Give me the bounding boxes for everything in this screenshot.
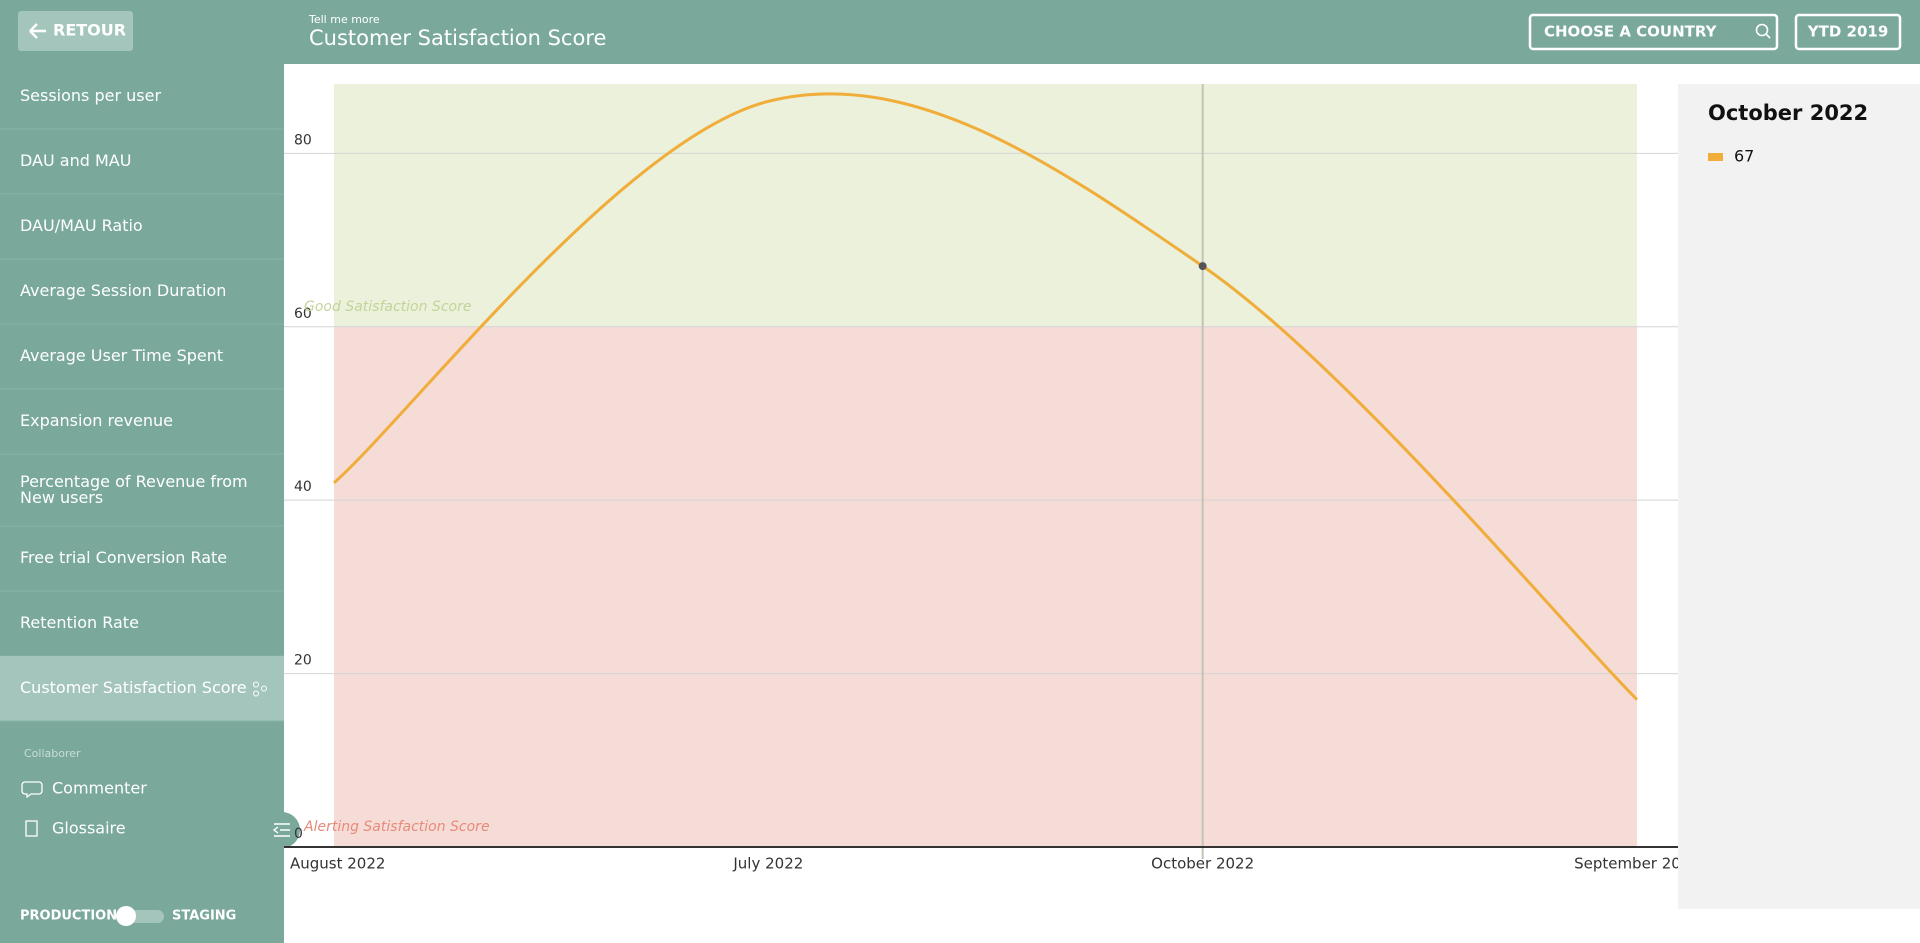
sidebar [0, 0, 284, 943]
menu-item-label: Average User Time Spent [20, 346, 223, 365]
menu-item-active [0, 656, 284, 721]
band [334, 84, 1637, 327]
y-tick-label: 0 [294, 826, 303, 842]
label-line: New users [20, 488, 103, 507]
menu-item[interactable]: Sessions per user [0, 86, 284, 130]
tooltip-value: 67 [1734, 147, 1754, 166]
period-box [1794, 13, 1902, 51]
search-icon-handle [1765, 33, 1771, 39]
toggle-knob [116, 906, 136, 926]
search-placeholder: CHOOSE A COUNTRY [1544, 23, 1718, 41]
header-subtitle: Tell me more [308, 13, 380, 26]
back-button-bg [18, 11, 133, 51]
menu-item-label: Expansion revenue [20, 411, 173, 430]
menu-item[interactable]: DAU and MAU [0, 151, 284, 195]
share-icon [261, 685, 267, 692]
menu-item-label: DAU and MAU [20, 151, 131, 170]
hover-point [1198, 262, 1207, 271]
collapse-icon [272, 823, 290, 837]
tooltip-title: October 2022 [1708, 101, 1868, 125]
menu-item[interactable]: Free trial Conversion Rate [0, 548, 284, 592]
x-tick-label: September 2022 [1574, 855, 1700, 873]
glossary-link[interactable]: Glossaire [25, 819, 126, 838]
collapse-button[interactable] [264, 812, 300, 848]
link-label: Commenter [52, 779, 147, 798]
label-line: Percentage of Revenue from [20, 472, 248, 491]
share-icon [253, 681, 259, 688]
search-box [1528, 13, 1779, 51]
menu-item-label: Retention Rate [20, 613, 139, 632]
y-tick-label: 80 [294, 132, 312, 148]
env-left: PRODUCTION [20, 909, 117, 924]
link-label: Glossaire [52, 819, 126, 838]
collaborate-label: Collaborer [24, 747, 81, 760]
menu-item[interactable]: Percentage of Revenue from New users [0, 472, 284, 527]
menu-item[interactable]: Customer Satisfaction Score [0, 656, 284, 722]
menu-item[interactable]: Average Session Duration [0, 281, 284, 325]
glossary-icon [25, 820, 38, 837]
country-search[interactable]: CHOOSE A COUNTRY [1528, 13, 1779, 51]
band-label: Good Satisfaction Score [304, 299, 471, 315]
band [334, 326, 1637, 848]
y-tick-label: 40 [294, 479, 312, 495]
header-title: Customer Satisfaction Score [309, 26, 606, 50]
comment-icon [21, 781, 43, 799]
band-label: Alerting Satisfaction Score [303, 819, 490, 835]
menu-item-label: DAU/MAU Ratio [20, 216, 143, 235]
x-tick-label: August 2022 [290, 855, 385, 873]
tooltip-panel [1678, 84, 1920, 909]
menu-item[interactable]: Expansion revenue [0, 411, 284, 455]
menu-item[interactable]: DAU/MAU Ratio [0, 216, 284, 260]
commenter-link[interactable]: Commenter [21, 779, 147, 799]
share-icon [253, 690, 259, 697]
y-tick-label: 60 [294, 306, 312, 322]
menu-item[interactable]: Average User Time Spent [0, 346, 284, 390]
menu-item-label: Customer Satisfaction Score [20, 678, 247, 697]
header [284, 0, 1920, 64]
x-tick-label: July 2022 [732, 855, 803, 873]
menu-item-label: Average Session Duration [20, 281, 226, 300]
search-icon [1755, 23, 1769, 37]
back-button-label: RETOUR [53, 21, 126, 40]
legend-swatch [1708, 153, 1723, 161]
series-line [333, 92, 1639, 701]
y-tick-label: 20 [294, 653, 312, 669]
x-tick-label: October 2022 [1151, 855, 1254, 873]
chart: 0 20 40 60 80 Good Satisfaction Score Alerting… [284, 84, 1700, 873]
period-label: YTD 2019 [1807, 23, 1889, 41]
menu-item-label: Percentage of Revenue from New users [20, 472, 248, 507]
period-button[interactable]: YTD 2019 [1794, 13, 1902, 51]
menu-item-label: Free trial Conversion Rate [20, 548, 227, 567]
menu: Sessions per user DAU and MAU DAU/MAU Rati… [0, 86, 284, 722]
back-arrow [29, 23, 46, 39]
tooltip: October 2022 67 [1708, 101, 1868, 166]
env-right: STAGING [172, 909, 236, 924]
env-toggle[interactable] [116, 906, 164, 926]
menu-item-label: Sessions per user [20, 86, 161, 105]
back-button[interactable]: RETOUR [18, 11, 133, 51]
